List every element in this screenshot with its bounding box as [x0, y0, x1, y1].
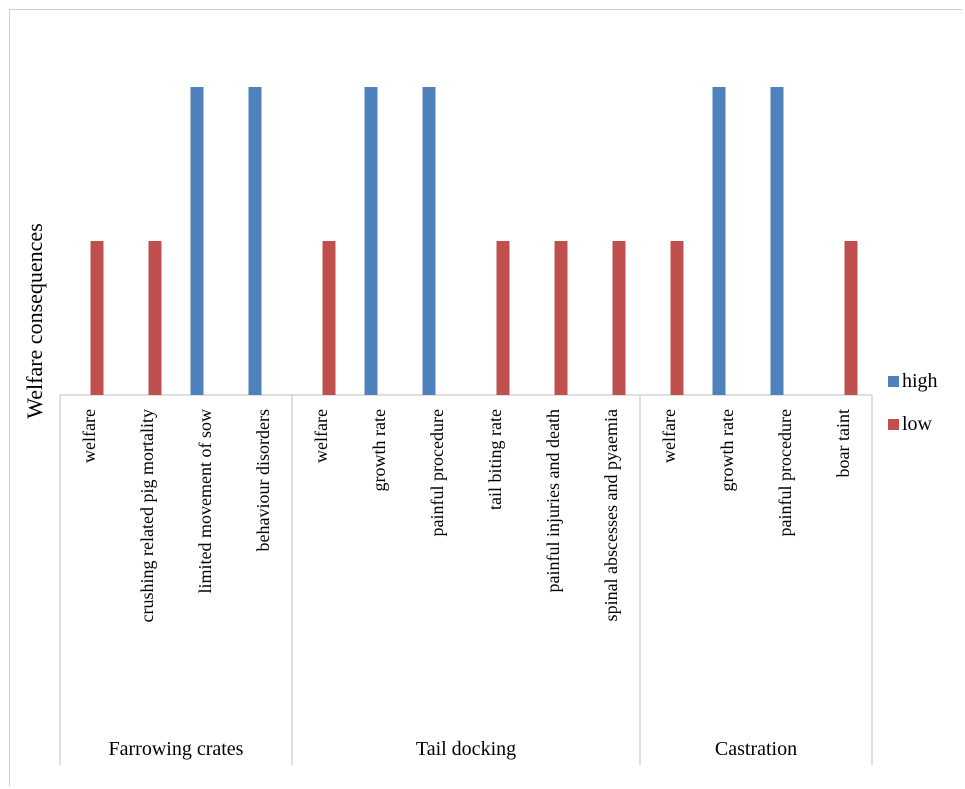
tick-label-10: welfare	[659, 409, 679, 463]
bar-low-7	[496, 241, 510, 395]
tick-label-13: boar taint	[833, 409, 853, 477]
legend-label-low: low	[902, 412, 932, 435]
bar-low-4	[322, 241, 336, 395]
tick-label-12: painful procedure	[775, 409, 795, 536]
legend-item-low: low	[888, 413, 958, 435]
bar-high-12	[770, 87, 784, 395]
tick-label-6: painful procedure	[427, 409, 447, 536]
bar-high-6	[422, 87, 436, 395]
tick-label-1: crushing related pig mortality	[137, 409, 157, 622]
chart-frame	[9, 9, 962, 786]
y-axis-label: Welfare consequences	[22, 223, 47, 419]
bar-high-11	[712, 87, 726, 395]
bar-low-10	[670, 241, 684, 395]
tick-label-5: growth rate	[369, 409, 389, 491]
tick-label-7: tail biting rate	[485, 409, 505, 510]
legend: high low	[888, 370, 958, 456]
bar-low-0	[90, 241, 104, 395]
bar-low-8	[554, 241, 568, 395]
tick-label-2: limited movement of sow	[195, 409, 215, 593]
tick-label-0: welfare	[79, 409, 99, 463]
group-label-0: Farrowing crates	[109, 738, 244, 760]
bar-high-2	[190, 87, 204, 395]
tick-label-9: spinal abscesses and pyaemia	[601, 409, 621, 621]
bar-low-1	[148, 241, 162, 395]
tick-label-11: growth rate	[717, 409, 737, 491]
tick-label-3: behaviour disorders	[253, 409, 273, 551]
bar-low-13	[844, 241, 858, 395]
tick-label-8: painful injuries and death	[543, 409, 563, 592]
group-label-2: Castration	[715, 738, 797, 760]
tick-label-4: welfare	[311, 409, 331, 463]
legend-item-high: high	[888, 370, 958, 392]
group-label-1: Tail docking	[416, 738, 516, 760]
legend-label-high: high	[902, 369, 938, 392]
bar-high-3	[248, 87, 262, 395]
legend-swatch-high	[888, 375, 899, 387]
legend-swatch-low	[888, 418, 899, 430]
bar-high-5	[364, 87, 378, 395]
bar-low-9	[612, 241, 626, 395]
